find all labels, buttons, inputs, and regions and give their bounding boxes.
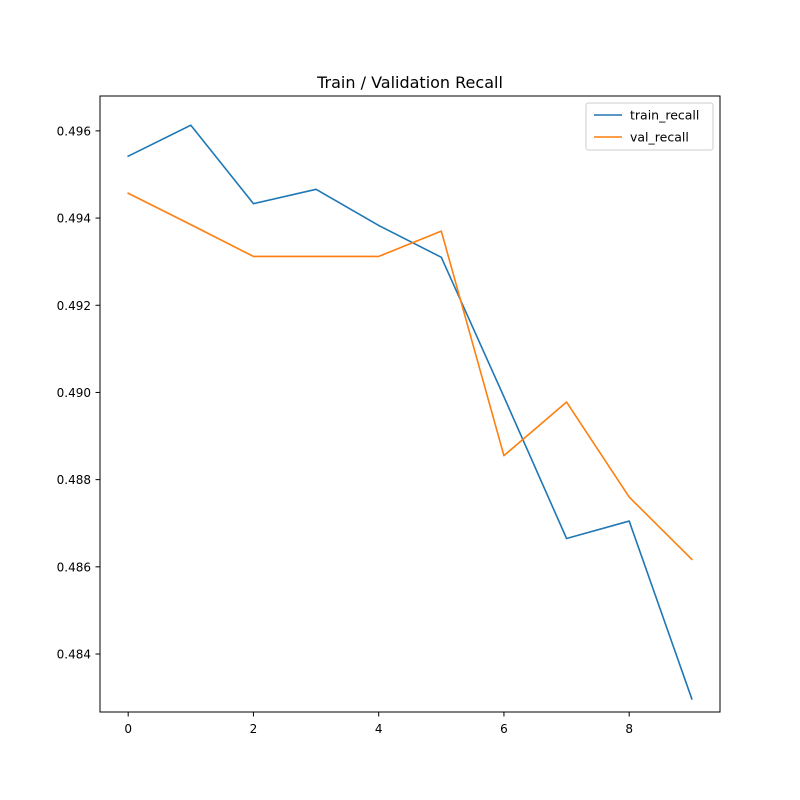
x-tick-label: 2	[250, 722, 258, 736]
legend-label-val-recall: val_recall	[630, 130, 689, 145]
x-tick-label: 0	[124, 722, 132, 736]
series-line-val-recall	[127, 192, 693, 561]
y-tick-label: 0.484	[57, 648, 91, 662]
chart-title: Train / Validation Recall	[316, 73, 503, 92]
x-tick-label: 6	[500, 722, 508, 736]
y-tick-label: 0.496	[57, 124, 91, 138]
y-axis: 0.484 0.486 0.488 0.490 0.492 0.494 0.496	[57, 124, 100, 662]
legend-label-train-recall: train_recall	[630, 108, 699, 123]
y-tick-label: 0.490	[57, 386, 91, 400]
y-tick-label: 0.486	[57, 560, 91, 574]
plot-lines	[127, 124, 693, 700]
plot-area-frame	[99, 95, 721, 713]
y-tick-label: 0.494	[57, 212, 91, 226]
y-tick-label: 0.488	[57, 473, 91, 487]
x-tick-label: 8	[625, 722, 633, 736]
x-tick-label: 4	[375, 722, 383, 736]
x-axis: 0 2 4 6 8	[124, 712, 633, 736]
legend: train_recall val_recall	[585, 102, 714, 151]
series-line-train-recall	[127, 124, 693, 700]
y-tick-label: 0.492	[57, 299, 91, 313]
